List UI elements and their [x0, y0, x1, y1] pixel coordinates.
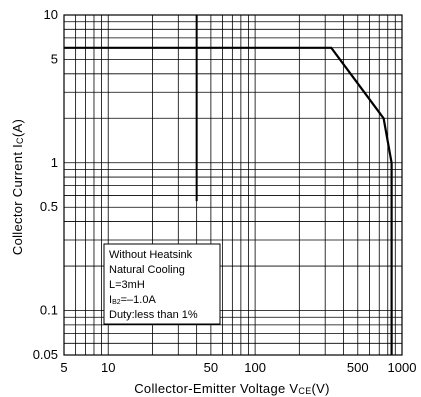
y-tick-label: 10: [44, 7, 58, 22]
y-tick-labels: 0.05 0.1 0.5 1 5 10: [33, 7, 58, 362]
series-group: [64, 15, 393, 355]
x-tick-label: 100: [244, 360, 266, 375]
note-line-4-sub: B2: [112, 299, 121, 306]
chart-grid: [64, 15, 402, 355]
y-tick-label: 0.1: [40, 303, 58, 318]
note-line-4-value: =–1.0A: [121, 294, 157, 306]
note-line-4-prefix: I: [109, 294, 112, 306]
x-axis-title: Collector-Emitter Voltage VCE(V): [134, 381, 330, 396]
y-axis-title-unit: (A): [10, 119, 25, 137]
y-axis-title-text: Collector Current I: [10, 144, 25, 255]
note-line-2: Natural Cooling: [109, 264, 185, 276]
note-line-5: Duty:less than 1%: [109, 309, 198, 321]
soa-curve: [64, 46, 393, 355]
x-tick-label: 500: [347, 360, 369, 375]
y-tick-label: 1: [51, 155, 58, 170]
x-tick-labels: 5 10 50 100 500 1000: [60, 360, 416, 375]
x-axis-title-sub: CE: [298, 386, 311, 396]
plot-frame: [63, 14, 403, 356]
y-axis-title-sub: C: [15, 137, 25, 144]
x-axis-title-text: Collector-Emitter Voltage V: [134, 381, 298, 396]
x-tick-label: 5: [60, 360, 67, 375]
note-line-4: IB2=–1.0A: [109, 294, 156, 306]
y-tick-label: 0.05: [33, 347, 58, 362]
x-axis-title-unit: (V): [312, 381, 330, 396]
x-tick-label: 50: [204, 360, 218, 375]
y-tick-label: 0.5: [40, 199, 58, 214]
x-tick-label: 1000: [388, 360, 417, 375]
x-tick-label: 10: [101, 360, 115, 375]
conditions-box: [103, 243, 221, 325]
note-line-1: Without Heatsink: [109, 249, 193, 261]
y-axis-title: Collector Current IC(A): [10, 119, 25, 255]
y-tick-label: 5: [51, 51, 58, 66]
conditions-note: Without Heatsink Natural Cooling L=3mH I…: [103, 243, 221, 325]
note-line-3: L=3mH: [109, 279, 145, 291]
